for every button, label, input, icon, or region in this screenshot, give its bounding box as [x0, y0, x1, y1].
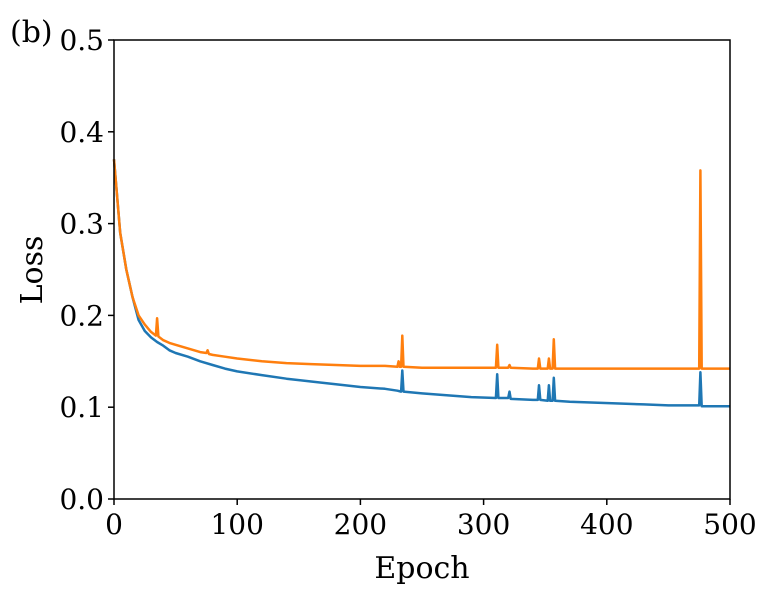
series-line-1 — [112, 159, 730, 408]
x-tick-label: 0 — [105, 508, 123, 541]
y-tick-label: 0.3 — [59, 208, 104, 241]
series-layer — [112, 159, 730, 408]
x-tick-label: 100 — [210, 508, 263, 541]
series-line-2 — [112, 159, 730, 370]
x-axis: 0 100 200 300 400 500 — [105, 499, 757, 541]
x-tick-label: 200 — [334, 508, 387, 541]
y-tick-label: 0.0 — [59, 483, 104, 516]
x-tick-label: 500 — [703, 508, 756, 541]
y-tick-label: 0.5 — [59, 24, 104, 57]
y-axis: 0.0 0.1 0.2 0.3 0.4 0.5 — [59, 24, 114, 516]
x-tick-label: 400 — [580, 508, 633, 541]
plot-frame — [113, 39, 731, 500]
y-tick-label: 0.1 — [59, 391, 104, 424]
x-tick-label: 300 — [457, 508, 510, 541]
y-tick-label: 0.2 — [59, 299, 104, 332]
x-axis-title: Epoch — [374, 551, 469, 586]
y-tick-label: 0.4 — [59, 116, 104, 149]
y-axis-title: Loss — [15, 236, 50, 305]
panel-label: (b) — [10, 15, 53, 50]
